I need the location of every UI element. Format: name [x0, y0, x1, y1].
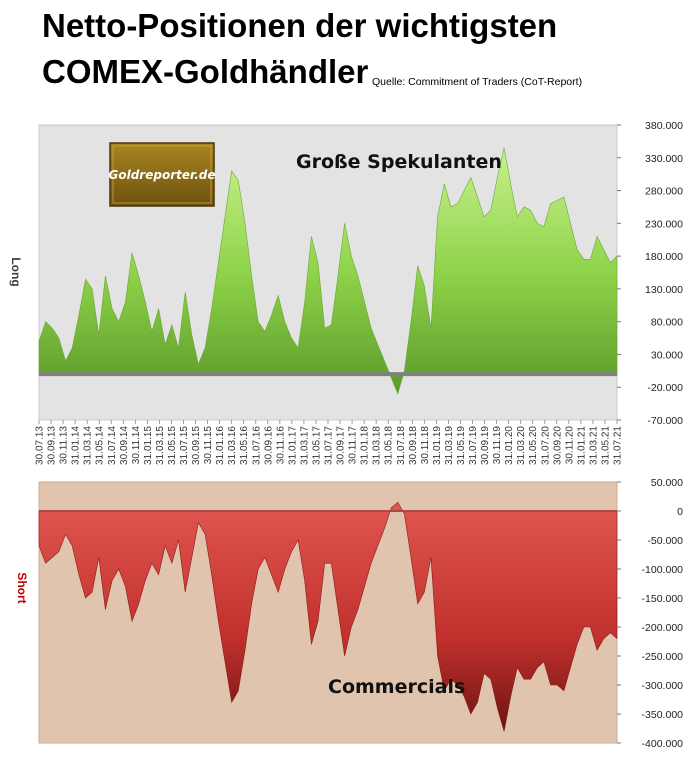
x-tick-label: 31.07.16 [251, 426, 262, 465]
bottom-y-axis-label: Short [15, 572, 29, 603]
top-y-tick-label: 130.000 [645, 284, 683, 296]
x-tick-label: 31.05.15 [167, 426, 178, 465]
chart-title-line2: COMEX-Goldhändler [42, 53, 369, 90]
bottom-y-tick-label: -300.000 [642, 680, 684, 692]
bottom-y-tick-label: 50.000 [651, 477, 683, 489]
x-tick-label: 31.01.16 [215, 426, 226, 465]
top-y-tick-label: 330.000 [645, 153, 683, 165]
x-tick-label: 31.05.16 [239, 426, 250, 465]
x-tick-label: 31.05.17 [312, 426, 323, 465]
top-y-tick-label: 30.000 [651, 349, 683, 361]
x-tick-label: 31.01.17 [287, 426, 298, 465]
top-y-tick-label: -20.000 [647, 382, 683, 394]
x-tick-label: 31.07.17 [324, 426, 335, 465]
top-y-axis: -70.000 -20.000 30.000 80.000 130.000 180.000… [617, 120, 683, 427]
speculators-area [38, 147, 618, 395]
top-y-tick-label: -70.000 [647, 415, 683, 427]
x-tick-label: 30.11.15 [203, 426, 214, 465]
x-tick-label: 31.01.21 [576, 426, 587, 465]
source-note: Quelle: Commitment of Traders (CoT-Repor… [372, 76, 583, 88]
x-tick-label: 30.11.18 [420, 426, 431, 465]
bottom-y-tick-label: 0 [677, 506, 683, 518]
bottom-y-tick-label: -350.000 [642, 709, 684, 721]
top-y-tick-label: 80.000 [651, 317, 683, 329]
x-tick-label: 30.07.13 [35, 426, 46, 465]
x-tick-label: 30.09.15 [191, 426, 202, 465]
bottom-y-tick-label: -100.000 [642, 564, 684, 576]
commercials-area [38, 501, 618, 732]
x-tick-label: 31.05.20 [528, 426, 539, 465]
top-y-tick-label: 380.000 [645, 120, 683, 132]
x-tick-label: 30.11.17 [348, 426, 359, 465]
x-tick-label: 31.05.18 [384, 426, 395, 465]
x-tick-label: 31.05.14 [95, 426, 106, 465]
x-tick-label: 31.03.21 [588, 426, 599, 465]
x-tick-label: 30.09.14 [119, 426, 130, 465]
x-tick-label: 31.01.20 [504, 426, 515, 465]
x-tick-label: 31.03.17 [299, 426, 310, 465]
x-tick-label: 31.07.21 [613, 426, 624, 465]
bottom-y-tick-label: -400.000 [642, 738, 684, 750]
x-tick-label: 31.03.16 [227, 426, 238, 465]
x-tick-label: 31.07.20 [540, 426, 551, 465]
x-tick-label: 30.11.13 [59, 426, 70, 465]
x-tick-label: 31.05.19 [456, 426, 467, 465]
x-tick-label: 31.01.15 [143, 426, 154, 465]
x-axis: 30.07.13 30.09.13 30.11.13 31.01.14 31.03.14… [35, 420, 624, 465]
x-tick-label: 31.03.18 [372, 426, 383, 465]
top-y-tick-label: 280.000 [645, 186, 683, 198]
x-tick-label: 30.11.19 [492, 426, 503, 465]
svg-text:Goldreporter.de: Goldreporter.de [109, 168, 216, 182]
bottom-y-tick-label: -150.000 [642, 593, 684, 605]
x-tick-label: 31.01.18 [360, 426, 371, 465]
x-tick-label: 30.11.14 [131, 426, 142, 465]
x-tick-label: 30.09.19 [480, 426, 491, 465]
top-y-axis-label: Long [9, 257, 23, 286]
x-tick-label: 30.09.13 [47, 426, 58, 465]
x-tick-label: 31.01.19 [432, 426, 443, 465]
x-tick-label: 31.01.14 [71, 426, 82, 465]
x-tick-label: 30.09.20 [552, 426, 563, 465]
speculators-label: Große Spekulanten [296, 151, 502, 173]
commercials-label: Commercials [328, 676, 465, 698]
bottom-y-tick-label: -50.000 [647, 535, 683, 547]
x-tick-label: 31.03.14 [83, 426, 94, 465]
top-y-tick-label: 230.000 [645, 218, 683, 230]
top-y-tick-label: 180.000 [645, 251, 683, 263]
x-tick-label: 31.07.15 [179, 426, 190, 465]
bottom-y-tick-label: -200.000 [642, 622, 684, 634]
x-tick-label: 30.11.20 [564, 426, 575, 465]
x-tick-label: 31.03.19 [444, 426, 455, 465]
x-tick-label: 31.03.20 [516, 426, 527, 465]
goldreporter-logo: Goldreporter.de [109, 142, 216, 207]
x-tick-label: 31.05.21 [601, 426, 612, 465]
x-tick-label: 30.09.16 [263, 426, 274, 465]
x-tick-label: 30.11.16 [275, 426, 286, 465]
x-tick-label: 31.07.19 [468, 426, 479, 465]
x-tick-label: 30.09.18 [408, 426, 419, 465]
x-tick-label: 31.03.15 [155, 426, 166, 465]
bottom-y-tick-label: -250.000 [642, 651, 684, 663]
bottom-y-axis: -400.000 -350.000 -300.000 -250.000 -200.000… [617, 477, 683, 750]
x-tick-label: 31.07.18 [396, 426, 407, 465]
x-tick-label: 30.09.17 [336, 426, 347, 465]
chart-title-line1: Netto-Positionen der wichtigsten [42, 7, 558, 44]
x-tick-label: 31.07.14 [107, 426, 118, 465]
